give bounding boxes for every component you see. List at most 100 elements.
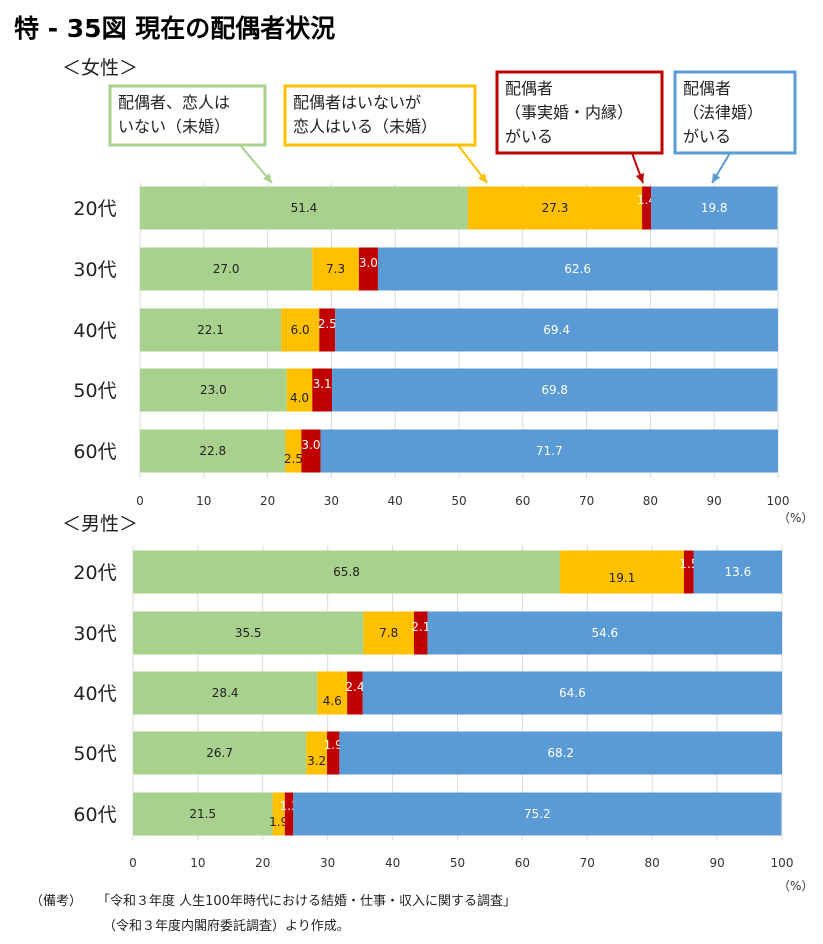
legend-text: 恋人はいる（未婚） [293, 117, 437, 136]
x-tick-label: 0 [129, 856, 137, 870]
bar-segment-s3 [301, 429, 321, 473]
arrow-head-icon [712, 173, 721, 183]
x-tick-label: 90 [707, 494, 722, 508]
data-label: 26.7 [206, 746, 233, 760]
x-tick-label: 20 [260, 494, 275, 508]
legend-box [495, 70, 664, 155]
legend-text: 配偶者 [683, 79, 731, 98]
bar-segment-s1 [140, 247, 313, 291]
data-label: 75.2 [524, 807, 551, 821]
x-tick-label: 10 [190, 856, 205, 870]
x-tick-label: 90 [709, 856, 724, 870]
bar-segment-s2 [286, 368, 313, 412]
bar-segment-s3 [284, 792, 294, 836]
legend-text: いない（未婚） [118, 117, 230, 136]
bar-segment-s4 [377, 247, 778, 291]
bar-segment-s1 [133, 611, 364, 655]
bar-segment-s3 [642, 186, 652, 230]
bar-segment-s4 [335, 308, 778, 352]
data-label: 3.0 [301, 438, 320, 452]
x-tick-label: 40 [388, 494, 403, 508]
data-label: 1.9 [324, 738, 343, 752]
legend-text: 配偶者、恋人は [118, 93, 230, 112]
age-label: 40代 [73, 683, 116, 705]
x-tick-label: 80 [643, 494, 658, 508]
x-tick-label: 10 [196, 494, 211, 508]
x-tick-label: 40 [385, 856, 400, 870]
bar-segment-s2 [280, 308, 320, 352]
data-label: 68.2 [547, 746, 574, 760]
data-label: 1.5 [679, 557, 698, 571]
data-label: 64.6 [559, 686, 586, 700]
data-label: 2.5 [318, 317, 337, 331]
x-tick-label: 50 [450, 856, 465, 870]
age-label: 20代 [73, 198, 116, 220]
data-label: 3.0 [359, 256, 378, 270]
data-label: 4.0 [290, 391, 309, 405]
data-label: 3.2 [307, 754, 326, 768]
bar-segment-s1 [133, 671, 318, 715]
data-label: 27.0 [213, 262, 240, 276]
bar-segment-s2 [285, 429, 302, 473]
data-label: 23.0 [200, 383, 227, 397]
legend-item-3: 配偶者 （事実婚・内縁） がいる [495, 70, 664, 184]
x-tick-label: 30 [320, 856, 335, 870]
data-label: 13.6 [725, 565, 752, 579]
data-label: 1.9 [269, 815, 288, 829]
data-label: 54.6 [591, 626, 618, 640]
data-label: 2.4 [345, 680, 364, 694]
bar-segment-s1 [133, 731, 307, 775]
x-tick-label: 20 [255, 856, 270, 870]
x-tick-label: 80 [645, 856, 660, 870]
bar-segment-s1 [140, 429, 286, 473]
arrow-head-icon [478, 173, 487, 183]
bar-segment-s3 [358, 247, 378, 291]
legend-box [108, 84, 267, 147]
data-label: 35.5 [235, 626, 262, 640]
footnote-line1: 「令和３年度 人生100年時代における結婚・仕事・収入に関する調査」 [97, 893, 516, 909]
bar-segment-s1 [133, 792, 273, 836]
bar-segment-s4 [332, 368, 778, 412]
unit-label: （%） [778, 879, 813, 893]
data-label: 22.8 [199, 444, 226, 458]
x-tick-label: 100 [767, 494, 790, 508]
unit-label: （%） [778, 511, 813, 525]
bar-segment-s4 [362, 671, 782, 715]
footnote: （備考） 「令和３年度 人生100年時代における結婚・仕事・収入に関する調査」 … [30, 893, 516, 934]
bar-segment-s1 [140, 186, 468, 230]
bar-segment-s1 [140, 368, 287, 412]
data-label: 65.8 [333, 565, 360, 579]
bar-segment-s1 [140, 308, 281, 352]
bar-segment-s2 [363, 611, 415, 655]
bar-segment-s2 [560, 550, 685, 594]
x-tick-label: 100 [771, 856, 794, 870]
data-label: 22.1 [197, 323, 224, 337]
data-label: 62.6 [564, 262, 591, 276]
bar-segment-s3 [684, 550, 694, 594]
x-tick-label: 0 [136, 494, 144, 508]
data-label: 28.4 [212, 686, 239, 700]
x-tick-label: 70 [580, 856, 595, 870]
bar-segment-s2 [306, 731, 328, 775]
x-tick-label: 50 [451, 494, 466, 508]
figure-title: 特 - 35図 現在の配偶者状況 [14, 14, 335, 43]
legend: 配偶者、恋人はいない（未婚）配偶者はいないが恋人はいる（未婚）配偶者（事実婚・内… [108, 70, 797, 184]
age-label: 30代 [73, 259, 116, 281]
data-label: 2.1 [411, 620, 430, 634]
x-tick-label: 70 [579, 494, 594, 508]
data-label: 27.3 [542, 201, 569, 215]
bar-segment-s3 [327, 731, 340, 775]
male-panel: ＜男性＞ 0 10 20 30 40 50 60 70 80 90 100 （%） 20代 65.8 19.1… [62, 513, 813, 893]
legend-text: （事実婚・内縁） [505, 103, 633, 122]
data-label: 19.8 [701, 201, 728, 215]
data-label: 69.4 [543, 323, 570, 337]
bar-segment-s2 [317, 671, 348, 715]
bar-segment-s3 [319, 308, 336, 352]
x-tick-label: 60 [515, 494, 530, 508]
bar-segment-s4 [693, 550, 782, 594]
footnote-label: （備考） [30, 893, 82, 909]
age-label: 60代 [73, 804, 116, 826]
